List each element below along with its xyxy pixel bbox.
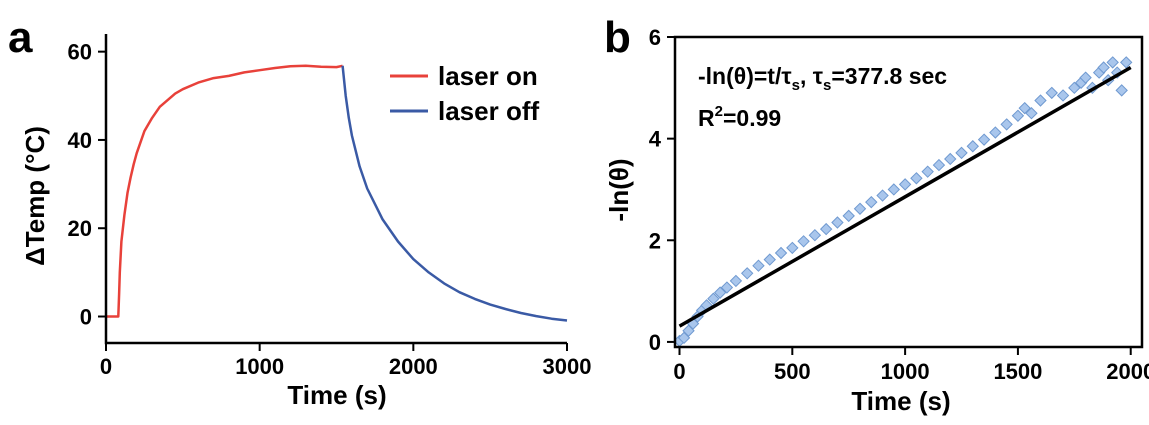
data-point — [989, 126, 1002, 139]
data-point — [763, 253, 776, 266]
data-point — [713, 286, 727, 299]
panel-a-xlabel: Time (s) — [287, 380, 386, 410]
data-point — [876, 189, 889, 202]
x-tick-label: 500 — [774, 359, 811, 384]
x-tick-label: 2000 — [1106, 359, 1149, 384]
panel-a-letter: a — [8, 13, 33, 62]
data-point — [1034, 94, 1047, 107]
panel-b-series — [673, 56, 1133, 348]
series-line-laser-on — [106, 64, 343, 318]
fit-line — [678, 65, 1132, 328]
fit-r-squared: R2=0.99 — [698, 103, 781, 131]
data-point — [752, 259, 765, 272]
y-tick-label: 6 — [649, 25, 661, 50]
data-point — [898, 178, 912, 191]
data-point — [977, 133, 991, 146]
data-point — [932, 158, 946, 172]
panel-b-axes-frame — [673, 35, 1144, 349]
panel-a-ylabel: ΔTemp (°C) — [20, 126, 50, 266]
data-point — [707, 292, 720, 305]
x-tick-label: 0 — [673, 359, 685, 384]
data-point — [1079, 71, 1092, 84]
data-point — [1045, 86, 1058, 100]
series-line-laser-off — [341, 65, 568, 322]
panel-b-xlabel: Time (s) — [851, 386, 950, 416]
data-point — [740, 267, 754, 280]
x-tick-label: 1500 — [993, 359, 1042, 384]
fit-equation: -ln(θ)=t/τs, τs=377.8 sec — [698, 63, 947, 94]
data-point — [1000, 118, 1013, 131]
data-point — [966, 140, 980, 153]
data-point — [729, 274, 743, 288]
data-point — [1018, 101, 1031, 115]
data-point — [774, 246, 788, 260]
data-point — [819, 222, 833, 236]
data-point — [831, 216, 844, 229]
data-point — [865, 195, 878, 209]
panel-b-ticks: 0 500 1000 1500 2000 0 2 4 6 — [649, 25, 1149, 384]
data-point — [910, 172, 923, 185]
legend-label-laser-off: laser off — [438, 96, 539, 126]
panel-a: a 0 1000 2000 3000 0 20 40 60 Time (s) ΔTemp (°… — [8, 13, 591, 410]
y-tick-label: 20 — [68, 216, 92, 241]
legend-label-laser-on: laser on — [438, 61, 538, 91]
data-point — [808, 228, 822, 242]
y-tick-label: 40 — [68, 128, 92, 153]
y-tick-label: 0 — [80, 305, 92, 330]
data-point — [1106, 56, 1119, 69]
data-point — [1120, 56, 1133, 69]
y-tick-label: 4 — [649, 127, 662, 152]
data-point — [887, 183, 901, 196]
data-point — [842, 209, 855, 223]
x-tick-label: 1000 — [881, 359, 930, 384]
data-point — [1097, 61, 1110, 74]
x-tick-label: 2000 — [389, 354, 438, 379]
panel-a-ticks: 0 1000 2000 3000 0 20 40 60 — [68, 40, 592, 379]
data-point — [797, 235, 810, 248]
data-point — [786, 241, 799, 255]
data-point — [1025, 107, 1038, 120]
data-point — [1011, 109, 1025, 122]
x-tick-label: 0 — [100, 354, 112, 379]
panel-b-ylabel: -ln(θ) — [604, 158, 634, 221]
x-tick-label: 3000 — [543, 354, 592, 379]
data-point — [1056, 89, 1070, 102]
data-point — [921, 165, 934, 178]
y-tick-label: 0 — [649, 330, 661, 355]
data-point — [944, 152, 957, 166]
data-point — [955, 146, 968, 160]
panel-a-legend: laser on laser off — [390, 61, 539, 126]
panel-a-axes — [104, 34, 567, 345]
y-tick-label: 60 — [68, 40, 92, 65]
panel-b: b 0 500 1000 1500 2000 0 2 4 6 Time (s) -ln(θ) -… — [604, 13, 1149, 416]
x-tick-label: 1000 — [235, 354, 284, 379]
data-point — [1115, 84, 1128, 97]
data-point — [720, 281, 734, 294]
data-point — [1068, 81, 1081, 95]
panel-b-letter: b — [604, 13, 631, 62]
data-point — [853, 202, 867, 215]
y-tick-label: 2 — [649, 228, 661, 253]
panel-a-series — [106, 64, 568, 322]
